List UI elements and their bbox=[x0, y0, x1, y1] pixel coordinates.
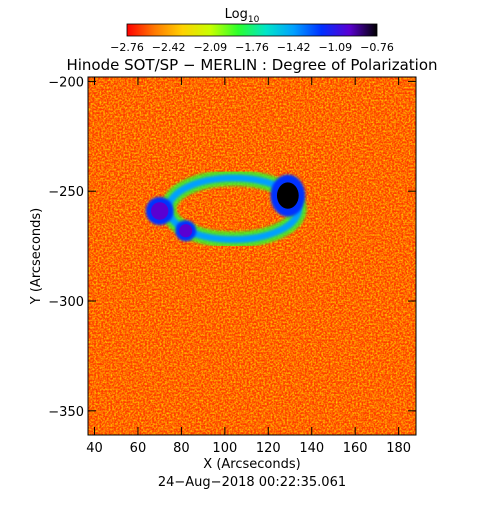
x-tick-label: 40 bbox=[86, 441, 103, 456]
polarization-patch-core3 bbox=[179, 224, 193, 238]
x-tick-label: 100 bbox=[212, 441, 237, 456]
colorbar-label: Log10 bbox=[225, 7, 260, 25]
y-tick-label: −350 bbox=[48, 405, 84, 420]
chart-title: Hinode SOT/SP − MERLIN : Degree of Polar… bbox=[66, 56, 437, 74]
x-tick-label: 180 bbox=[386, 441, 411, 456]
x-axis-label: X (Arcseconds) bbox=[203, 457, 300, 472]
colorbar bbox=[126, 23, 378, 37]
colorbar-tick-label: −2.09 bbox=[193, 41, 227, 54]
y-tick-label: −250 bbox=[48, 185, 84, 200]
x-tick-label: 80 bbox=[173, 441, 190, 456]
x-tick-label: 160 bbox=[343, 441, 368, 456]
x-tick-label: 60 bbox=[130, 441, 147, 456]
x-tick-label: 120 bbox=[256, 441, 281, 456]
colorbar-tick-label: −1.09 bbox=[318, 41, 352, 54]
colorbar-tick-label: −1.76 bbox=[235, 41, 269, 54]
colorbar-tick-label: −0.76 bbox=[360, 41, 394, 54]
colorbar-tick-label: −2.42 bbox=[152, 41, 186, 54]
x-tick-label: 140 bbox=[299, 441, 324, 456]
y-tick-label: −300 bbox=[48, 295, 84, 310]
plot-frame bbox=[87, 76, 417, 436]
polarization-patch-core1 bbox=[276, 182, 299, 209]
heatmap-plot bbox=[87, 76, 417, 436]
y-tick-label: −200 bbox=[48, 75, 84, 90]
polarization-patch-core2 bbox=[150, 202, 169, 220]
timestamp: 24−Aug−2018 00:22:35.061 bbox=[158, 475, 346, 490]
y-axis-label: Y (Arcseconds) bbox=[29, 208, 44, 305]
colorbar-tick-label: −1.42 bbox=[277, 41, 311, 54]
colorbar-tick-label: −2.76 bbox=[110, 41, 144, 54]
